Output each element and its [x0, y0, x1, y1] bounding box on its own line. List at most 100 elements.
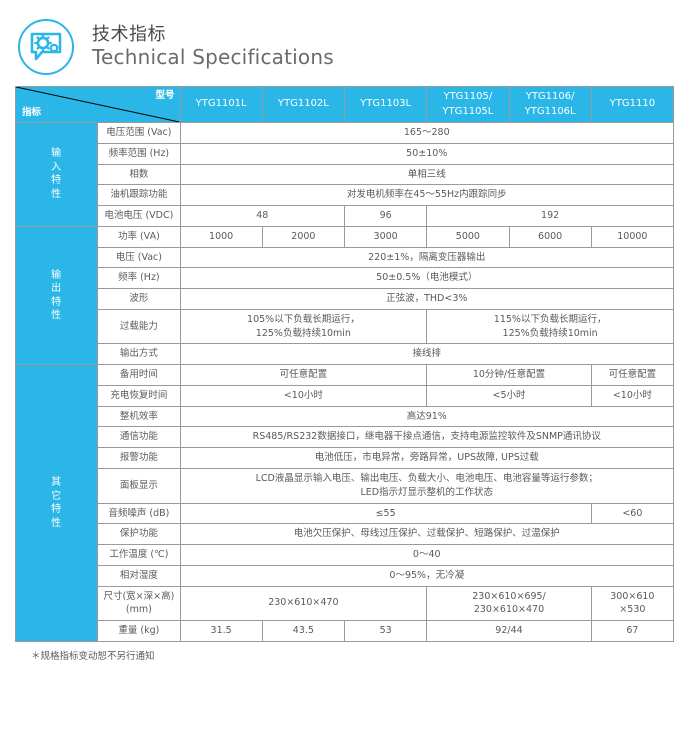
group-label-char: 它	[51, 490, 63, 502]
group-label-char: 出	[51, 283, 63, 294]
table-row: 油机跟踪功能 对发电机频率在45～55Hz内跟踪同步	[16, 184, 674, 207]
row-label-cell: 整机效率	[97, 405, 181, 428]
row-label-cell: 工作温度 (℃)	[97, 544, 181, 566]
row-label-cell: 面板显示	[97, 468, 181, 504]
value-cell: 电池低压，市电异常，旁路异常，UPS故障, UPS过载	[179, 447, 674, 470]
value-cell: 2000	[261, 225, 346, 248]
value-cell: 48	[179, 205, 345, 227]
value-cell: 6000	[508, 225, 592, 248]
value-cell: 3000	[343, 225, 428, 248]
value-cell: 96	[343, 205, 428, 227]
footnote: ＊规格指标变动恕不另行通知	[31, 650, 155, 662]
value-cell: 230×610×695/230×610×470	[426, 585, 592, 622]
row-label-cell: 功率 (VA)	[97, 225, 181, 248]
value-cell: 单相三线	[179, 163, 674, 186]
model-column-header: YTG1103L	[343, 86, 428, 123]
value-cell: 0～95%，无冷凝	[179, 564, 674, 587]
header-model-label: 型号	[155, 90, 175, 101]
group-label-char: 特	[51, 296, 63, 308]
table-row: 保护功能 电池欠压保护、母线过压保护、过载保护、短路保护、过温保护	[16, 523, 674, 546]
table-row: 电压 (Vac) 220±1%，隔离变压器输出	[16, 246, 674, 269]
row-label-cell: 输出方式	[97, 343, 181, 366]
value-cell: 220±1%，隔离变压器输出	[179, 246, 674, 269]
value-cell: 92/44	[426, 620, 592, 642]
model-column-header: YTG1101L	[179, 86, 263, 123]
table-row: 输出方式 接线排	[16, 343, 674, 366]
group-label-char: 性	[51, 310, 63, 321]
group-label-cell: 其它特性	[14, 364, 99, 642]
row-label-cell: 保护功能	[97, 523, 181, 546]
group-label-char: 性	[51, 188, 63, 200]
group-label-char: 入	[51, 161, 63, 173]
model-column-header: YTG1102L	[261, 86, 346, 123]
value-cell: 192	[426, 205, 674, 227]
group-label-cell: 输入特性	[14, 122, 99, 227]
spec-table: 型号 指标 YTG1101L YTG1102L YTG1103L YTG1105…	[14, 86, 675, 642]
table-header-row: 型号 指标 YTG1101L YTG1102L YTG1103L YTG1105…	[15, 86, 675, 123]
row-label-cell: 频率 (Hz)	[97, 267, 181, 290]
row-label-cell: 充电恢复时间	[97, 384, 181, 407]
group-label-char: 特	[51, 504, 63, 516]
value-cell: <10小时	[590, 384, 675, 407]
table-row: 尺寸(宽×深×高)(mm) 230×610×470 230×610×695/230×…	[16, 585, 675, 622]
value-cell: 300×610 ×530	[590, 585, 675, 622]
row-label-cell: 相数	[97, 163, 181, 186]
model-column-header: YTG1106/YTG1106L	[508, 86, 592, 123]
table-row: 重量 (kg) 31.5 43.5 53 92/44 67	[16, 620, 675, 642]
header-index-label: 指标	[22, 107, 42, 119]
group-label-char: 特	[51, 175, 63, 187]
row-label-cell: 波形	[97, 288, 181, 310]
value-cell: 165～280	[179, 122, 674, 144]
value-cell: 电池欠压保护、母线过压保护、过载保护、短路保护、过温保护	[179, 523, 674, 546]
value-cell: 接线排	[179, 343, 674, 366]
value-cell: <60	[590, 502, 675, 525]
row-label-cell: 报警功能	[97, 447, 181, 470]
value-cell: 67	[590, 620, 675, 642]
table-row: 整机效率 高达91%	[16, 405, 674, 428]
diagonal-divider-icon	[16, 87, 180, 122]
model-column-header: YTG1105/YTG1105L	[426, 86, 510, 123]
value-cell: 对发电机频率在45～55Hz内跟踪同步	[179, 184, 674, 207]
table-row: 输入特性电压范围 (Vac) 165～280	[14, 122, 674, 227]
row-label-cell: 频率范围 (Hz)	[97, 142, 181, 165]
table-row: 过载能力 105%以下负载长期运行， 125%负载持续10min 115%以下负载长期…	[16, 308, 674, 345]
value-cell: 高达91%	[179, 405, 674, 428]
group-label-char: 输	[51, 269, 63, 281]
value-cell: 1000	[179, 225, 263, 248]
value-cell: 可任意配置	[179, 364, 428, 386]
table-row: 其它特性备用时间 可任意配置 10分钟/任意配置 可任意配置	[14, 364, 675, 642]
model-column-header: YTG1110	[590, 86, 675, 123]
page-title-block: 技术指标 Technical Specifications	[92, 24, 334, 71]
value-cell: 正弦波，THD<3%	[179, 288, 674, 310]
spec-table-head: 型号 指标 YTG1101L YTG1102L YTG1103L YTG1105…	[15, 86, 675, 123]
spec-table-wrap: 型号 指标 YTG1101L YTG1102L YTG1103L YTG1105…	[0, 86, 689, 662]
value-cell: 10000	[590, 225, 675, 248]
table-row: 通信功能 RS485/RS232数据接口，继电器干接点通信，支持电源监控软件及SN…	[16, 426, 674, 449]
value-cell: RS485/RS232数据接口，继电器干接点通信，支持电源监控软件及SNMP通讯…	[179, 426, 674, 449]
value-cell: 31.5	[179, 620, 263, 642]
row-label-cell: 油机跟踪功能	[97, 184, 181, 207]
spec-table-body: 输入特性电压范围 (Vac) 165～280 频率范围 (Hz) 50±10% 相数 单相…	[14, 122, 675, 642]
value-cell: 5000	[426, 225, 510, 248]
value-cell: <5小时	[426, 384, 592, 407]
table-row: 相数 单相三线	[16, 163, 674, 186]
page-title-en: Technical Specifications	[92, 45, 334, 70]
row-label-cell: 电压范围 (Vac)	[97, 122, 181, 144]
value-cell: 115%以下负载长期运行， 125%负载持续10min	[426, 308, 674, 345]
table-row: 工作温度 (℃) 0～40	[16, 544, 674, 566]
row-label-cell: 通信功能	[97, 426, 181, 449]
page-header: 技术指标 Technical Specifications	[0, 0, 689, 86]
table-row: 输出特性功率 (VA) 1000 2000 3000 5000 6000 10000	[14, 225, 675, 366]
row-label-cell: 音频噪声 (dB)	[97, 502, 181, 525]
table-row: 报警功能 电池低压，市电异常，旁路异常，UPS故障, UPS过载	[16, 447, 674, 470]
value-cell: 53	[343, 620, 428, 642]
group-label-cell: 输出特性	[14, 225, 99, 366]
row-label-cell: 尺寸(宽×深×高)(mm)	[97, 585, 181, 622]
group-label-char: 输	[51, 148, 63, 160]
value-cell: 50±10%	[179, 142, 674, 165]
value-cell: 43.5	[261, 620, 346, 642]
row-label-cell: 过载能力	[97, 308, 181, 345]
row-label-cell: 电池电压 (VDC)	[97, 205, 181, 227]
value-cell: 50±0.5%（电池模式）	[179, 267, 674, 290]
